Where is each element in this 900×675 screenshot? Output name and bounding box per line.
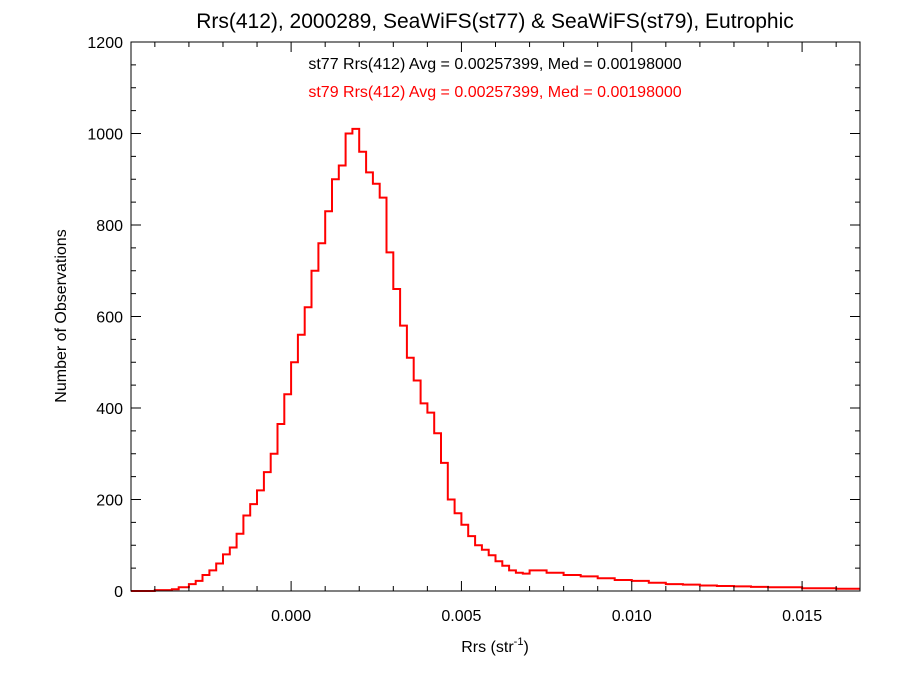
x-tick-label: 0.010 — [612, 608, 652, 625]
y-tick-label: 400 — [96, 401, 123, 418]
y-tick-label: 800 — [96, 218, 123, 235]
y-tick-label: 1200 — [87, 35, 123, 52]
x-axis-label-main: Rrs (str — [461, 639, 514, 656]
x-tick-label: 0.000 — [271, 608, 311, 625]
plot-area — [131, 127, 860, 592]
x-tick-label: 0.015 — [782, 608, 822, 625]
y-tick-label: 0 — [114, 584, 123, 601]
chart-title: Rrs(412), 2000289, SeaWiFS(st77) & SeaWi… — [196, 10, 794, 33]
y-tick-label: 600 — [96, 310, 123, 327]
axis-ticks: 0.000 0.005 0.010 0.015 0 200 400 600 800 1000 120… — [87, 35, 860, 625]
x-tick-label: 0.005 — [441, 608, 481, 625]
x-axis-label-superscript: -1 — [514, 636, 524, 648]
histogram-series-0 — [131, 127, 860, 592]
annotation-st77: st77 Rrs(412) Avg = 0.00257399, Med = 0.… — [308, 56, 681, 73]
annotation-st79: st79 Rrs(412) Avg = 0.00257399, Med = 0.… — [308, 84, 681, 101]
x-axis-label-end: ) — [523, 639, 528, 656]
y-tick-label: 1000 — [87, 127, 123, 144]
y-axis-label: Number of Observations — [53, 229, 70, 402]
x-axis-label: Rrs (str-1) — [461, 636, 529, 656]
y-tick-label: 200 — [96, 493, 123, 510]
